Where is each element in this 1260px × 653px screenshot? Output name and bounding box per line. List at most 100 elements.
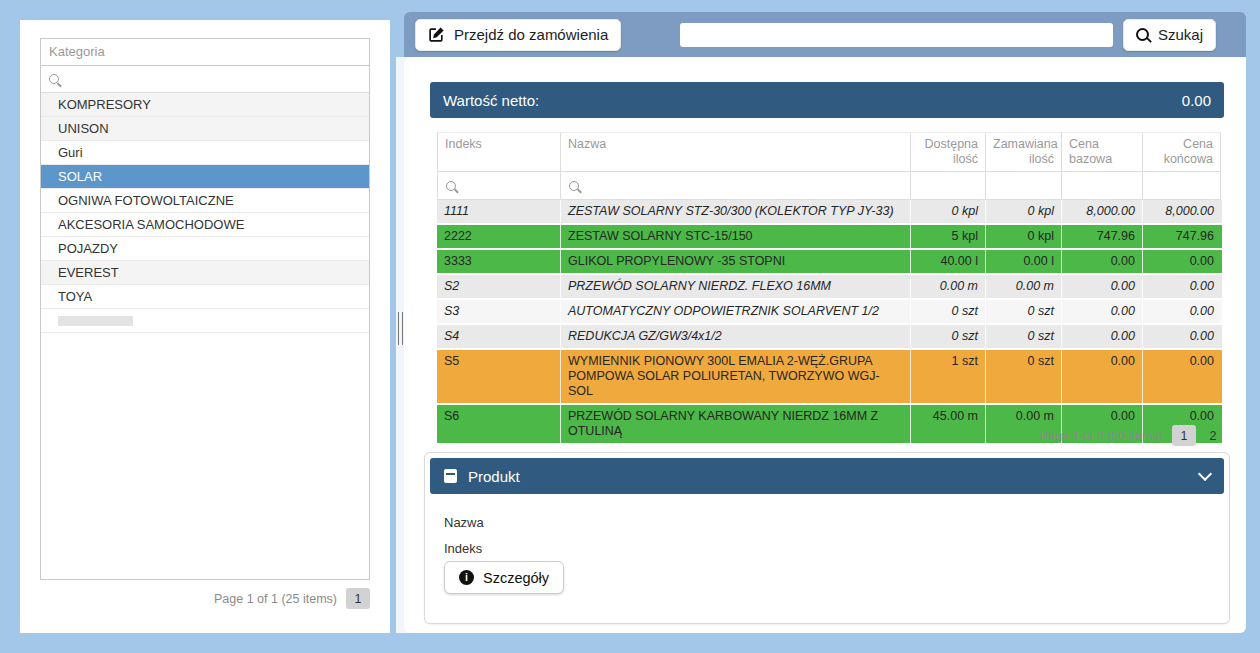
cell-dostepna: 45.00 m xyxy=(911,405,986,443)
category-item-toya[interactable]: TOYA xyxy=(41,285,369,309)
net-value-label: Wartość netto: xyxy=(443,92,539,109)
cell-cena_bazowa: 0.00 xyxy=(1062,275,1143,298)
page-button-2[interactable]: 2 xyxy=(1204,425,1222,446)
category-panel: Kategoria KOMPRESORYUNISONGuriSOLAROGNIW… xyxy=(20,20,390,633)
product-panel-title: Produkt xyxy=(468,468,520,485)
column-header-5[interactable]: Cena końcowa xyxy=(1143,132,1221,172)
cell-cena_koncowa: 747.96 xyxy=(1143,225,1221,248)
cell-indeks: S6 xyxy=(437,405,561,443)
filter-cell[interactable] xyxy=(986,172,1062,200)
product-row-S4[interactable]: S4REDUKCJA GZ/GW3/4x1/20 szt0 szt0.000.0… xyxy=(437,325,1222,350)
column-header-3[interactable]: Zamawiana ilość xyxy=(986,132,1062,172)
pencil-square-icon xyxy=(428,26,445,43)
cell-nazwa: ZESTAW SOLARNY STZ-30/300 (KOLEKTOR TYP … xyxy=(561,200,911,223)
cell-dostepna: 0 szt xyxy=(911,300,986,323)
cell-cena_bazowa: 0.00 xyxy=(1062,350,1143,403)
category-item-akcesoria-samochodowe[interactable]: AKCESORIA SAMOCHODOWE xyxy=(41,213,369,237)
main-content-panel: Wartość netto: 0.00 IndeksNazwaDostępna … xyxy=(404,57,1246,633)
search-button[interactable]: Szukaj xyxy=(1123,19,1216,51)
column-header-2[interactable]: Dostępna ilość xyxy=(911,132,986,172)
category-item-solar[interactable]: SOLAR xyxy=(41,165,369,189)
category-list: KOMPRESORYUNISONGuriSOLAROGNIWA FOTOWOLT… xyxy=(41,93,369,333)
product-row-S3[interactable]: S3AUTOMATYCZNY ODPOWIETRZNIK SOLARVENT 1… xyxy=(437,300,1222,325)
category-item-unison[interactable]: UNISON xyxy=(41,117,369,141)
filter-cell-nazwa[interactable] xyxy=(561,172,911,200)
cell-indeks: S5 xyxy=(437,350,561,403)
details-button-label: Szczegóły xyxy=(483,570,549,586)
category-item-everest[interactable]: EVEREST xyxy=(41,261,369,285)
product-detail-card: Produkt Nazwa Indeks i Szczegóły xyxy=(424,452,1230,624)
category-item-guri[interactable]: Guri xyxy=(41,141,369,165)
top-toolbar: Przejdź do zamówienia Szukaj xyxy=(404,12,1246,57)
cell-nazwa: AUTOMATYCZNY ODPOWIETRZNIK SOLARVENT 1/2 xyxy=(561,300,911,323)
category-item-kompresory[interactable]: KOMPRESORY xyxy=(41,93,369,117)
filter-cell[interactable] xyxy=(1143,172,1221,200)
product-panel-header[interactable]: Produkt xyxy=(430,458,1224,494)
cell-nazwa: REDUKCJA GZ/GW3/4x1/2 xyxy=(561,325,911,348)
cell-nazwa: PRZEWÓD SOLARNY NIERDZ. FLEXO 16MM xyxy=(561,275,911,298)
filter-cell[interactable] xyxy=(1062,172,1143,200)
cell-dostepna: 0.00 m xyxy=(911,275,986,298)
product-row-S5[interactable]: S5WYMIENNIK PIONOWY 300L EMALIA 2-WĘŻ.GR… xyxy=(437,350,1222,405)
cell-cena_koncowa: 0.00 xyxy=(1143,275,1221,298)
cell-indeks: 1111 xyxy=(437,200,561,223)
cell-cena_koncowa: 8,000.00 xyxy=(1143,200,1221,223)
cell-indeks: S4 xyxy=(437,325,561,348)
pager-pages: 12 xyxy=(1172,425,1222,446)
products-pager: Page 1 of 2 (50 items) 12 xyxy=(1040,425,1222,446)
cell-zamawiana: 0 szt xyxy=(986,325,1062,348)
cell-cena_bazowa: 0.00 xyxy=(1062,300,1143,323)
cell-cena_bazowa: 747.96 xyxy=(1062,225,1143,248)
info-icon: i xyxy=(459,570,474,585)
net-value-amount: 0.00 xyxy=(1182,92,1211,109)
products-grid: IndeksNazwaDostępna ilośćZamawiana ilość… xyxy=(437,132,1222,445)
cell-dostepna: 1 szt xyxy=(911,350,986,403)
category-item-pojazdy[interactable]: POJAZDY xyxy=(41,237,369,261)
column-header-1[interactable]: Nazwa xyxy=(561,132,911,172)
cell-indeks: S2 xyxy=(437,275,561,298)
cell-zamawiana: 0.00 m xyxy=(986,275,1062,298)
cell-dostepna: 40.00 l xyxy=(911,250,986,273)
search-button-label: Szukaj xyxy=(1158,26,1203,43)
grid-filter-row xyxy=(437,172,1222,200)
chevron-down-icon[interactable] xyxy=(1198,466,1212,480)
pager-summary: Page 1 of 2 (50 items) xyxy=(1040,429,1163,443)
product-box-icon xyxy=(444,469,457,483)
cell-nazwa: GLIKOL PROPYLENOWY -35 STOPNI xyxy=(561,250,911,273)
column-header-4[interactable]: Cena bazowa xyxy=(1062,132,1143,172)
category-filter-row[interactable] xyxy=(41,66,369,93)
product-row-1111[interactable]: 1111ZESTAW SOLARNY STZ-30/300 (KOLEKTOR … xyxy=(437,200,1222,225)
cell-dostepna: 5 kpl xyxy=(911,225,986,248)
cell-zamawiana: 0 kpl xyxy=(986,225,1062,248)
product-search-input[interactable] xyxy=(680,23,1113,47)
product-row-2222[interactable]: 2222ZESTAW SOLARNY STC-15/1505 kpl0 kpl7… xyxy=(437,225,1222,250)
net-value-bar: Wartość netto: 0.00 xyxy=(430,82,1224,118)
page-button-1[interactable]: 1 xyxy=(346,588,370,609)
cell-zamawiana: 0 kpl xyxy=(986,200,1062,223)
cell-nazwa: ZESTAW SOLARNY STC-15/150 xyxy=(561,225,911,248)
cell-zamawiana: 0.00 l xyxy=(986,250,1062,273)
search-icon xyxy=(569,181,579,191)
cell-cena_koncowa: 0.00 xyxy=(1143,350,1221,403)
product-row-3333[interactable]: 3333GLIKOL PROPYLENOWY -35 STOPNI40.00 l… xyxy=(437,250,1222,275)
product-row-S2[interactable]: S2PRZEWÓD SOLARNY NIERDZ. FLEXO 16MM0.00… xyxy=(437,275,1222,300)
cell-zamawiana: 0 szt xyxy=(986,300,1062,323)
page-button-1[interactable]: 1 xyxy=(1172,425,1196,446)
go-to-order-button[interactable]: Przejdź do zamówienia xyxy=(415,19,621,51)
details-button[interactable]: i Szczegóły xyxy=(444,561,564,594)
category-item-placeholder[interactable] xyxy=(41,309,369,333)
filter-cell-indeks[interactable] xyxy=(437,172,561,200)
product-name-label: Nazwa xyxy=(444,515,484,530)
cell-cena_koncowa: 0.00 xyxy=(1143,300,1221,323)
filter-cell[interactable] xyxy=(911,172,986,200)
cell-cena_koncowa: 0.00 xyxy=(1143,325,1221,348)
category-column-header: Kategoria xyxy=(41,39,369,66)
go-to-order-label: Przejdź do zamówienia xyxy=(454,26,608,43)
grid-body: 1111ZESTAW SOLARNY STZ-30/300 (KOLEKTOR … xyxy=(437,200,1222,445)
search-icon xyxy=(49,74,59,84)
grid-header-row: IndeksNazwaDostępna ilośćZamawiana ilość… xyxy=(437,132,1222,172)
pager-pages: 1 xyxy=(346,588,370,609)
column-header-0[interactable]: Indeks xyxy=(437,132,561,172)
cell-zamawiana: 0 szt xyxy=(986,350,1062,403)
category-item-ogniwa-fotowoltaiczne[interactable]: OGNIWA FOTOWOLTAICZNE xyxy=(41,189,369,213)
